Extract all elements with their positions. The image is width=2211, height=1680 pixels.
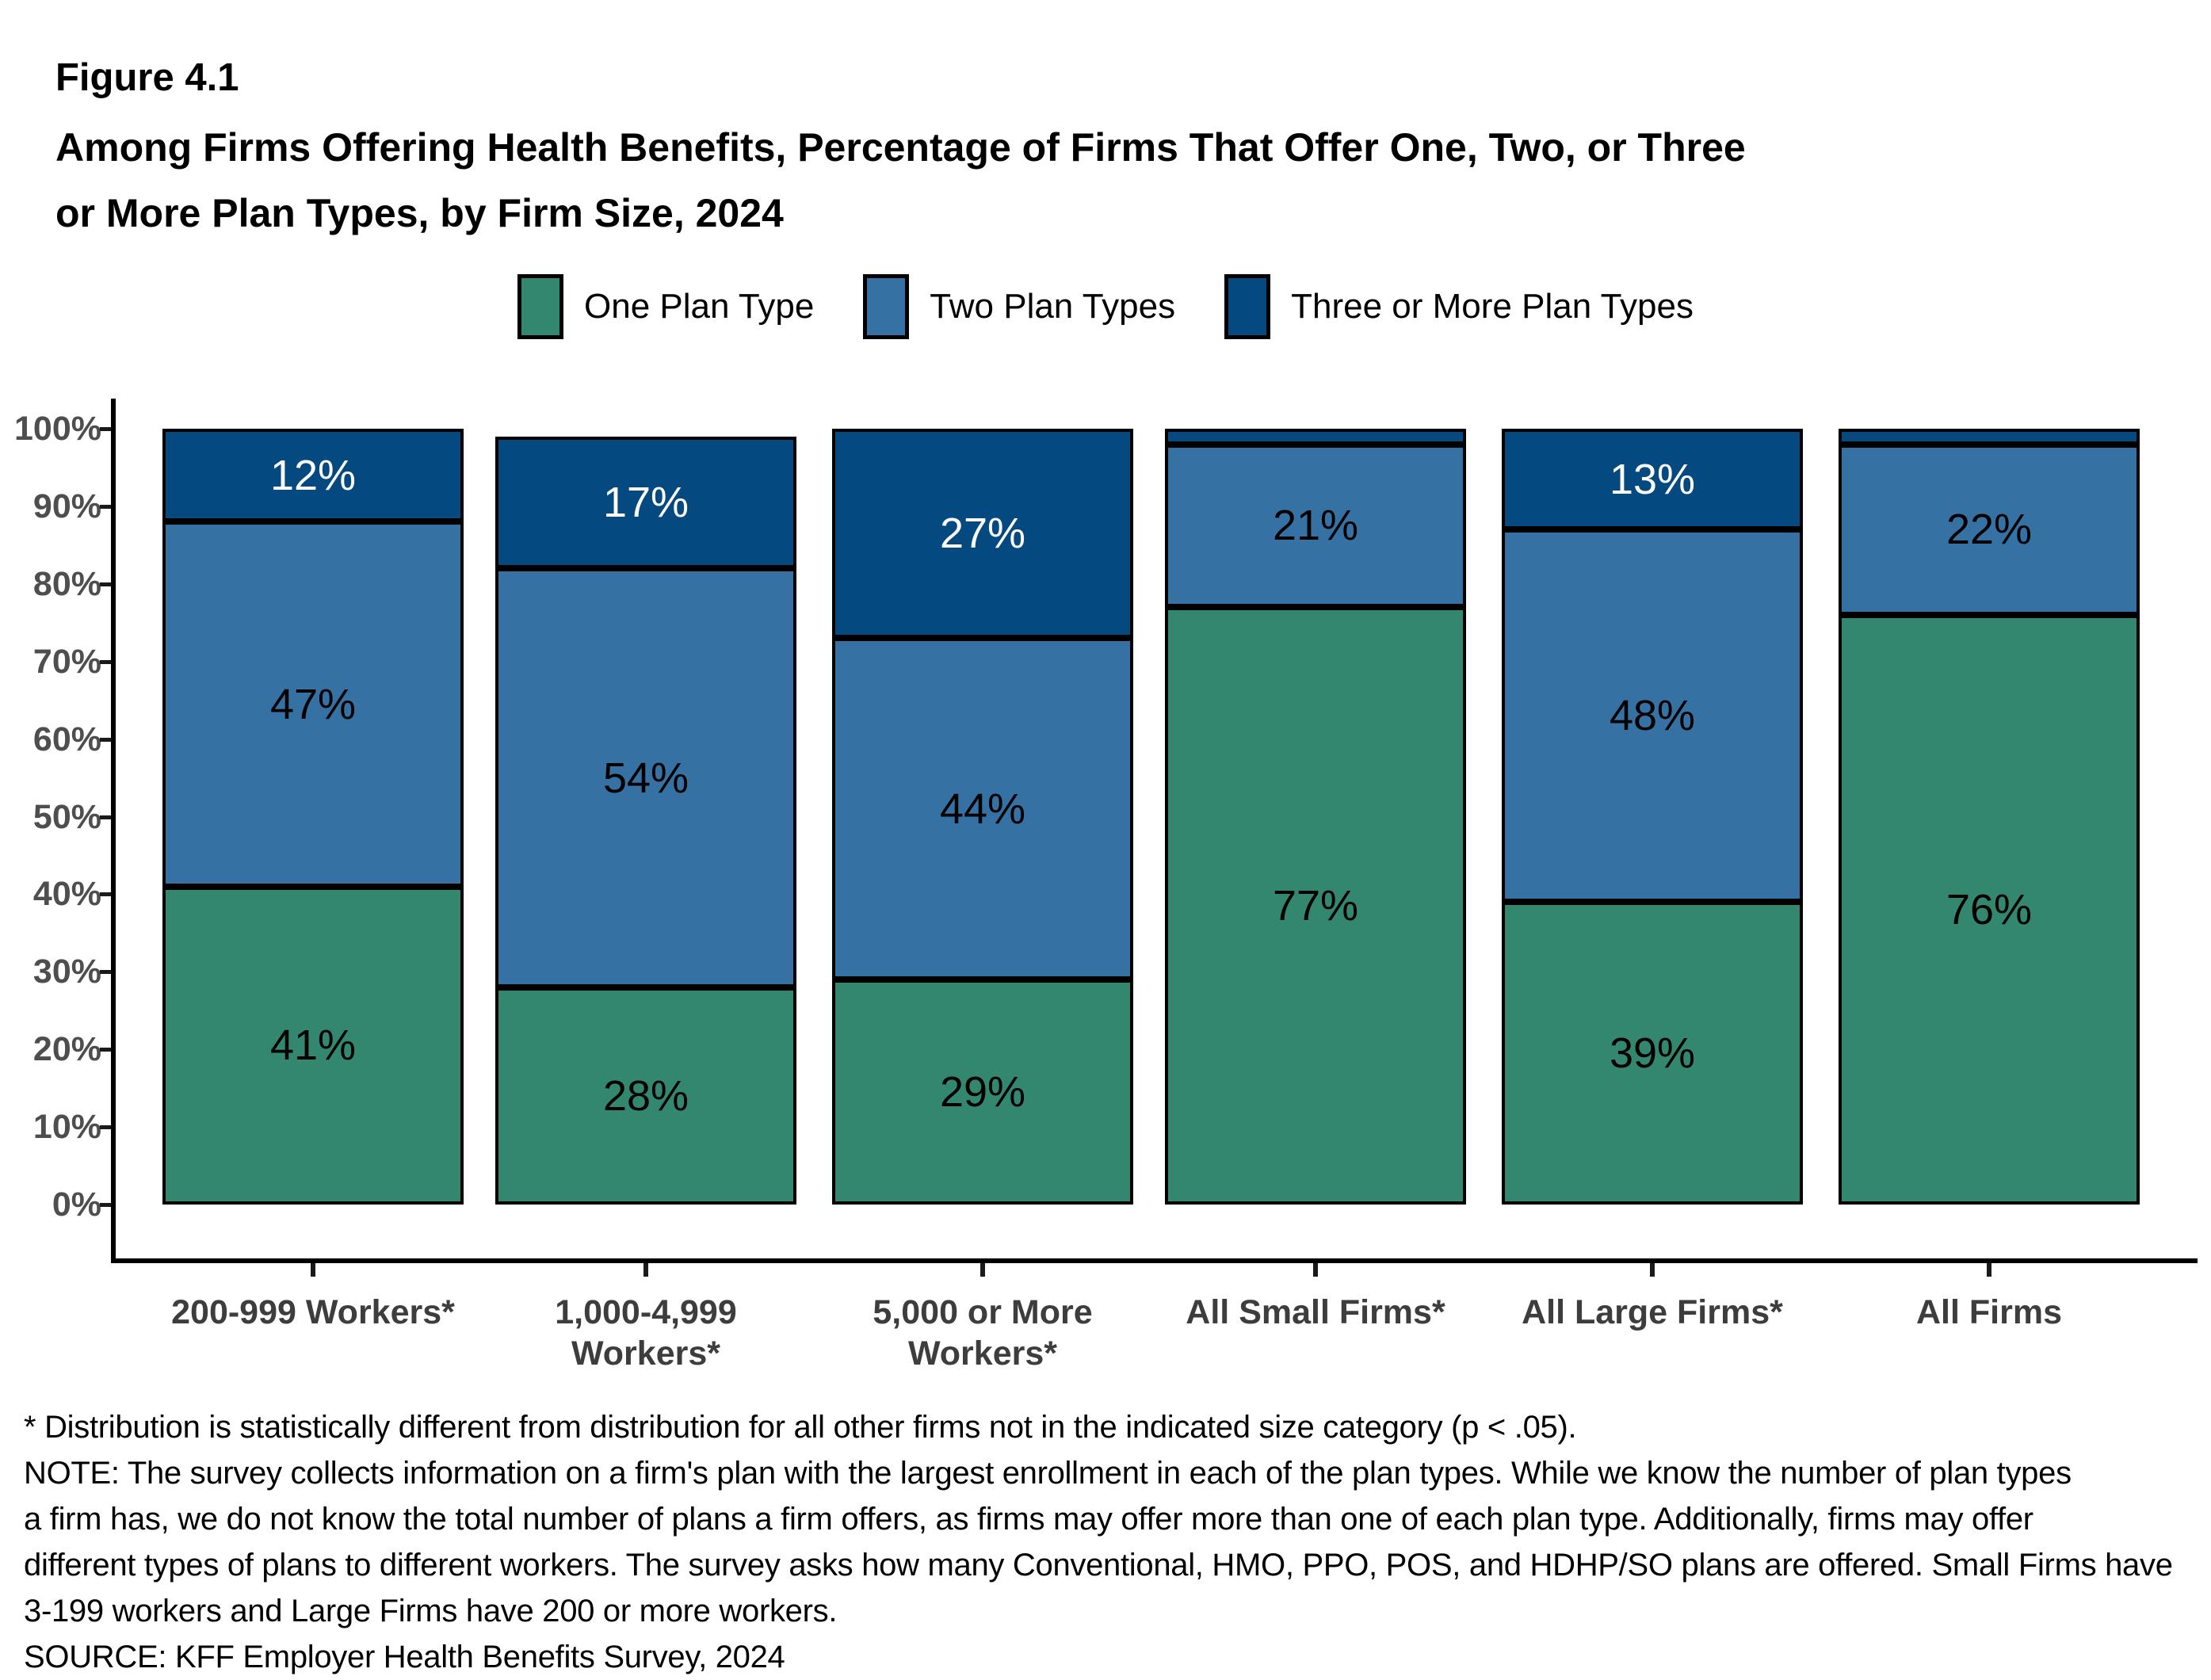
bar-segment-two-plan-types [1165,444,1466,608]
x-axis-label: All Small Firms* [1186,1293,1445,1331]
bar-segment-one-plan-type [162,886,464,1205]
footnote-note-line-4: 3-199 workers and Large Firms have 200 o… [24,1594,838,1628]
legend-swatch-icon [863,274,910,339]
y-tick-label: 90% [32,487,101,525]
bar-segment-two-plan-types [162,521,464,887]
y-tick-mark [100,970,111,975]
x-axis-label: 1,000-4,999 Workers* [555,1293,737,1373]
x-axis-label: All Firms [1916,1293,2062,1331]
y-tick-mark [100,582,111,586]
bar-segment-one-plan-type [832,979,1133,1205]
x-tick-mark [643,1263,648,1277]
bar-value-label: 54% [602,754,689,802]
chart-header: Figure 4.1 Among Firms Offering Health B… [55,56,1746,235]
y-tick-label: 10% [32,1108,101,1147]
bar-segment-one-plan-type [1165,607,1466,1205]
bar-value-label: 22% [1946,506,2033,554]
bar-value-label: 77% [1272,882,1359,930]
bar-segment-three-or-more-plan-types [832,429,1133,639]
x-tick-mark [980,1263,985,1277]
legend-item: Two Plan Types [863,274,1175,339]
x-tick-mark [1313,1263,1318,1277]
bar-value-label: 44% [939,785,1026,833]
bar-segment-two-plan-types [1839,444,2140,615]
bar-segment-three-or-more-plan-types [495,436,796,569]
chart-footnotes: * Distribution is statistically differen… [24,1404,2173,1680]
bar-segment-one-plan-type [1502,902,1803,1205]
legend-swatch-icon [517,274,564,339]
legend-swatch-icon [1224,274,1271,339]
x-tick-mark [1650,1263,1655,1277]
y-tick-label: 30% [32,953,101,991]
legend-label: Two Plan Types [930,287,1176,326]
bar-segment-three-or-more-plan-types [1502,429,1803,530]
y-tick-mark [100,1203,111,1207]
x-tick-mark [311,1263,315,1277]
y-tick-mark [100,504,111,509]
bar-value-label: 41% [269,1021,357,1070]
footnote-significance: * Distribution is statistically differen… [24,1410,1577,1445]
bar-value-label: 76% [1946,885,2033,934]
bar-value-label: 21% [1272,502,1359,550]
x-axis-label: 200-999 Workers* [171,1293,455,1331]
bar-value-label: 17% [602,478,689,526]
legend-item: Three or More Plan Types [1224,274,1694,339]
bar-segment-one-plan-type [1839,614,2140,1205]
y-tick-label: 40% [32,875,101,914]
bar-value-label: 47% [269,680,357,728]
bar-value-label: 27% [939,510,1026,558]
legend-label: Three or More Plan Types [1291,287,1694,326]
y-tick-mark [100,737,111,742]
bar-value-label: 48% [1609,692,1696,740]
y-tick-mark [100,659,111,664]
bar-segment-one-plan-type [495,987,796,1205]
y-tick-mark [100,1048,111,1052]
figure-number: Figure 4.1 [55,56,239,99]
y-tick-label: 60% [32,720,101,758]
y-tick-label: 70% [32,642,101,681]
footnote-note-line-3: different types of plans to different wo… [24,1548,2173,1583]
footnote-note-line-2: a firm has, we do not know the total num… [24,1502,2033,1537]
y-tick-label: 80% [32,564,101,603]
bar-segment-three-or-more-plan-types [1839,429,2140,445]
y-axis-line [111,399,116,1263]
bar-value-label: 13% [1609,455,1696,503]
bar-segment-two-plan-types [495,568,796,987]
legend-item: One Plan Type [517,274,814,339]
y-tick-mark [100,1125,111,1130]
y-tick-label: 20% [32,1030,101,1069]
footnote-note-line-1: NOTE: The survey collects information on… [24,1456,2072,1491]
x-tick-mark [1987,1263,1991,1277]
bar-segment-two-plan-types [832,638,1133,980]
bar-value-label: 12% [269,451,357,499]
bar-value-label: 39% [1609,1029,1696,1078]
bar-segment-three-or-more-plan-types [162,429,464,522]
y-tick-mark [100,892,111,897]
chart-title-line-1: Among Firms Offering Health Benefits, Pe… [55,125,1746,170]
bar-segment-two-plan-types [1502,529,1803,903]
y-tick-label: 100% [14,410,101,448]
legend-label: One Plan Type [584,287,815,326]
bar-value-label: 28% [602,1071,689,1120]
x-axis-line [111,1258,2198,1263]
x-axis-label: 5,000 or More Workers* [873,1293,1093,1373]
bar-value-label: 29% [939,1068,1026,1117]
x-axis-label: All Large Firms* [1522,1293,1783,1331]
chart-legend: One Plan Type Two Plan Types Three or More… [0,274,2211,339]
y-tick-mark [100,815,111,819]
y-tick-label: 50% [32,797,101,836]
y-tick-mark [100,427,111,431]
y-tick-label: 0% [52,1186,101,1224]
bar-segment-three-or-more-plan-types [1165,429,1466,445]
chart-title-line-2: or More Plan Types, by Firm Size, 2024 [55,191,784,235]
footnote-source: SOURCE: KFF Employer Health Benefits Sur… [24,1640,785,1674]
